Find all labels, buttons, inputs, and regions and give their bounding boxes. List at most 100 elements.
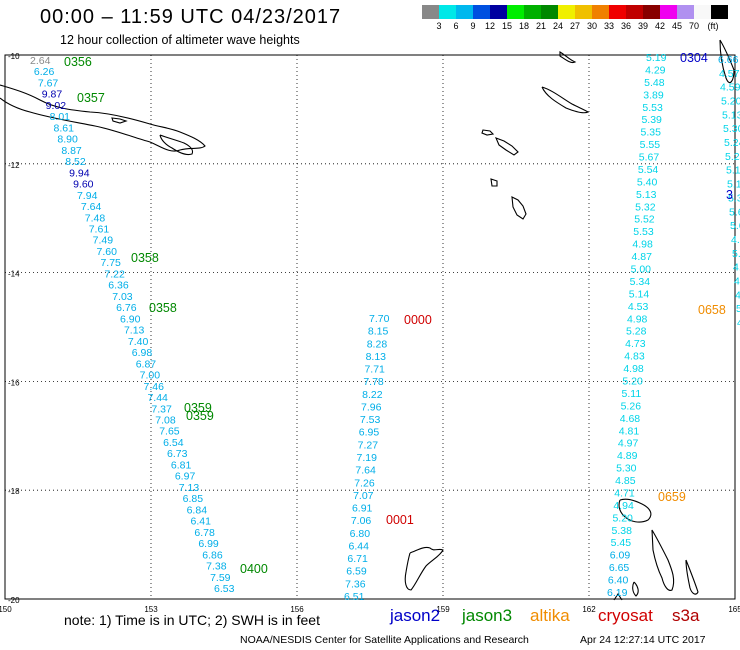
wave-height-value: 7.37 <box>151 403 172 415</box>
wave-height-value: 7.13 <box>124 325 145 337</box>
wave-height-value: 7.40 <box>128 336 149 348</box>
coastline-segment <box>511 196 527 220</box>
wave-height-value: 5.68 <box>732 248 740 260</box>
coastline-segment <box>613 593 623 601</box>
wave-height-value: 7.19 <box>357 452 378 464</box>
wave-height-value: 5.19 <box>646 52 667 64</box>
wave-height-value: 7.96 <box>361 401 382 413</box>
wave-height-value: 7.26 <box>354 477 375 489</box>
colorbar-cell <box>524 5 541 19</box>
wave-height-value: 6.81 <box>171 459 192 471</box>
wave-height-value: 6.26 <box>34 66 55 78</box>
wave-height-value: 5.19 <box>736 303 740 315</box>
wave-height-value: 5.13 <box>636 189 657 201</box>
wave-height-value: 4.21 <box>733 262 740 274</box>
colorbar-label: 21 <box>535 21 546 31</box>
wave-height-value: 8.22 <box>362 389 383 401</box>
colorbar-cell <box>575 5 592 19</box>
colorbar-cell <box>558 5 575 19</box>
wave-height-value: 6.36 <box>108 280 129 292</box>
wave-height-value: 6.53 <box>214 583 235 595</box>
wave-height-value: 8.61 <box>53 122 74 134</box>
wave-height-value: 6.97 <box>175 471 196 483</box>
pass-time-label: 0658 <box>698 303 726 317</box>
wave-height-value: 7.06 <box>351 515 372 527</box>
coastline-segment <box>481 129 495 136</box>
coastline-segment <box>111 117 128 124</box>
wave-height-value: 4.73 <box>625 338 646 350</box>
colorbar-cell <box>677 5 694 19</box>
wave-height-value: 6.41 <box>191 516 212 528</box>
wave-height-value: 5.52 <box>634 214 655 226</box>
wave-height-value: 8.28 <box>367 338 388 350</box>
pass-time-label: 0357 <box>77 91 105 105</box>
wave-height-value: 5.54 <box>638 164 659 176</box>
wave-height-value: 5.34 <box>630 276 651 288</box>
wave-height-value: 8.90 <box>57 134 78 146</box>
colorbar-cell <box>643 5 660 19</box>
chart-title: 00:00 – 11:59 UTC 04/23/2017 <box>40 6 342 28</box>
wave-height-value: 9.94 <box>69 167 90 179</box>
colorbar-cell <box>439 5 456 19</box>
wave-height-value: 5.53 <box>642 102 663 114</box>
colorbar-cell <box>456 5 473 19</box>
colorbar-label: 18 <box>518 21 529 31</box>
lon-tick-label: 165 <box>728 605 740 614</box>
colorbar-cell <box>660 5 677 19</box>
wave-height-value: 7.22 <box>104 268 125 280</box>
wave-height-value: 7.65 <box>159 426 180 438</box>
wave-height-value: 5.20 <box>612 512 633 524</box>
wave-height-value: 5.30 <box>616 463 637 475</box>
wave-height-value: 5.45 <box>611 537 632 549</box>
wave-height-value: 7.48 <box>85 212 106 224</box>
wave-height-value: 4.94 <box>613 500 634 512</box>
wave-height-value: 4.29 <box>645 64 666 76</box>
coastline-segment <box>618 498 652 523</box>
colorbar-label: 9 <box>470 21 476 31</box>
colorbar-label: 33 <box>603 21 614 31</box>
wave-height-value: 4.90 <box>735 289 740 301</box>
coastline-segment <box>541 86 590 114</box>
wave-height-value: 4.97 <box>618 438 639 450</box>
pass-time-label: 0659 <box>658 490 686 504</box>
wave-height-value: 6.86 <box>202 549 223 561</box>
wave-height-value: 4.98 <box>627 313 648 325</box>
lon-tick-label: 162 <box>582 605 596 614</box>
pass-time-label: 0359 <box>184 401 212 415</box>
legend-jason3: jason3 <box>462 606 513 625</box>
grid-lines <box>5 55 735 599</box>
colorbar-label: 3 <box>436 21 442 31</box>
wave-height-value: 5.24 <box>725 151 740 163</box>
colorbar-label: 27 <box>569 21 580 31</box>
wave-height-value: 6.87 <box>136 358 157 370</box>
wave-height-value: 5.40 <box>637 176 658 188</box>
wave-height-value: 5.17 <box>726 165 740 177</box>
pass-time-label: 0358 <box>131 251 159 265</box>
colorbar-cell <box>541 5 558 19</box>
pass-time-label: 0400 <box>240 562 268 576</box>
coastline-segment <box>685 559 699 595</box>
wave-height-value: 8.01 <box>50 111 71 123</box>
wave-height-value: 4.53 <box>628 301 649 313</box>
wave-height-value: 7.07 <box>353 490 374 502</box>
wave-height-value: 7.64 <box>81 201 102 213</box>
wave-height-value: 7.44 <box>147 392 168 404</box>
colorbar-label: 70 <box>688 21 699 31</box>
wave-height-colorbar <box>422 5 728 19</box>
wave-height-value: 6.59 <box>346 566 367 578</box>
wave-height-value: 8.13 <box>366 351 387 363</box>
wave-height-value: 5.32 <box>728 192 740 204</box>
pass-time-label: 0001 <box>386 513 414 527</box>
colorbar-label: (ft) <box>707 21 719 31</box>
wave-height-value: 4.98 <box>623 363 644 375</box>
colorbar-cell <box>490 5 507 19</box>
lat-tick-label: -18 <box>8 487 20 496</box>
lat-tick-label: -14 <box>8 270 20 279</box>
wave-height-value: 4.89 <box>617 450 638 462</box>
wave-height-value: 7.60 <box>97 246 118 258</box>
wave-height-value: 5.32 <box>635 201 656 213</box>
pass-time-label: 0359 <box>186 409 214 423</box>
wave-height-value: 7.59 <box>210 572 231 584</box>
wave-height-value: 6.66 <box>718 54 739 66</box>
